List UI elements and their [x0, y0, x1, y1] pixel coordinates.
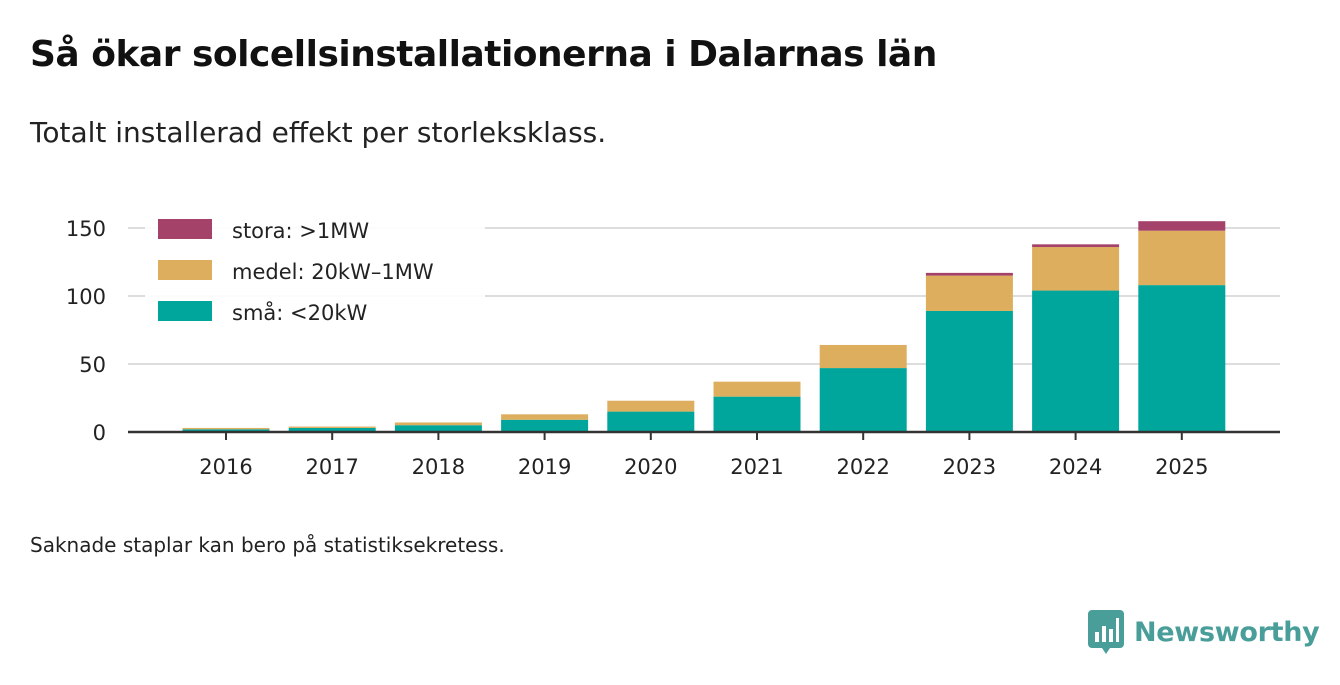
legend-label: medel: 20kW–1MW: [232, 260, 434, 284]
x-tick-label: 2020: [624, 455, 677, 479]
bar-segment[interactable]: [182, 427, 270, 430]
bar-segment[interactable]: [1138, 221, 1226, 231]
x-tick-label: 2018: [412, 455, 465, 479]
x-tick-label: 2024: [1049, 455, 1102, 479]
bar-segment[interactable]: [607, 411, 695, 432]
y-tick-label: 150: [66, 217, 106, 241]
bar-segment[interactable]: [925, 275, 1013, 311]
x-tick-label: 2019: [518, 455, 571, 479]
y-tick-label: 100: [66, 285, 106, 309]
bar-segment[interactable]: [819, 368, 907, 432]
legend-label: små: <20kW: [232, 300, 367, 325]
axes: 0 50 100 150 2016 2017 2018 2019 2020 2021 2022 202…: [66, 217, 1280, 479]
bars: [182, 221, 1226, 432]
bar-segment[interactable]: [182, 429, 270, 432]
x-tick-label: 2016: [199, 455, 252, 479]
footnote: Saknade staplar kan bero på statistiksek…: [30, 533, 505, 557]
y-tick-label: 50: [79, 353, 106, 377]
bar-segment[interactable]: [1032, 247, 1120, 291]
stacked-bar-chart: 0 50 100 150 2016 2017 2018 2019 2020 2021 2022 202…: [65, 205, 1280, 479]
bar-segment[interactable]: [501, 414, 589, 420]
legend: stora: >1MW medel: 20kW–1MW små: <20kW: [145, 205, 485, 333]
newsworthy-logo-icon: [1088, 610, 1124, 654]
bar-segment[interactable]: [925, 272, 1013, 276]
x-tick-label: 2022: [836, 455, 889, 479]
bar-segment[interactable]: [819, 344, 907, 369]
chart-title: Så ökar solcellsinstallationerna i Dalar…: [30, 34, 937, 75]
legend-swatch: [158, 260, 212, 280]
x-tick-label: 2025: [1155, 455, 1208, 479]
bar-segment[interactable]: [1138, 230, 1226, 286]
brand-name: Newsworthy: [1134, 616, 1320, 648]
bar-segment[interactable]: [288, 427, 376, 432]
chart-subtitle: Totalt installerad effekt per storlekskl…: [30, 116, 607, 149]
brand-logo[interactable]: Newsworthy: [1088, 610, 1320, 654]
bar-segment[interactable]: [1032, 290, 1120, 432]
bar-segment[interactable]: [607, 400, 695, 412]
legend-swatch: [158, 219, 212, 239]
bar-segment[interactable]: [394, 422, 482, 426]
bar-segment[interactable]: [288, 426, 376, 428]
bar-segment[interactable]: [713, 396, 801, 432]
bar-segment[interactable]: [394, 425, 482, 432]
bar-segment[interactable]: [713, 381, 801, 397]
bar-segment[interactable]: [1032, 244, 1120, 248]
x-tick-label: 2021: [730, 455, 783, 479]
bar-segment[interactable]: [501, 419, 589, 432]
y-tick-label: 0: [93, 421, 106, 445]
bar-segment[interactable]: [925, 310, 1013, 432]
legend-swatch: [158, 301, 212, 321]
x-tick-label: 2017: [305, 455, 358, 479]
bar-segment[interactable]: [1138, 285, 1226, 432]
x-tick-label: 2023: [943, 455, 996, 479]
legend-label: stora: >1MW: [232, 219, 369, 243]
